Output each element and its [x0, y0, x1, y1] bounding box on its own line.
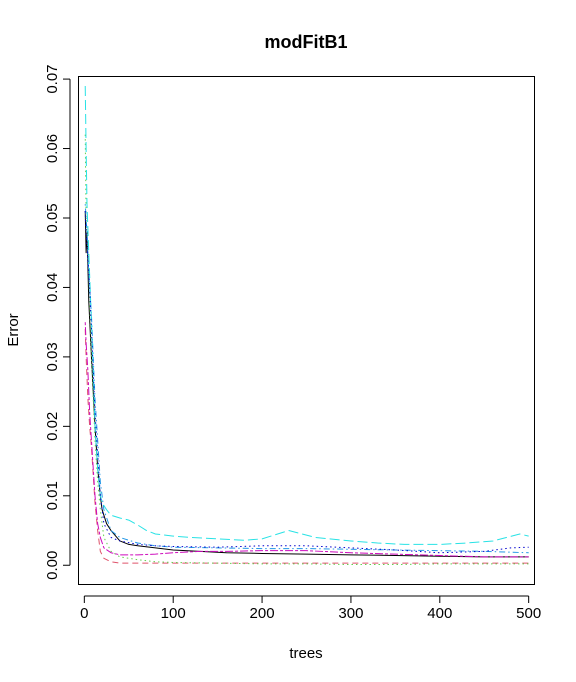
y-tick-label: 0.01 — [44, 481, 61, 510]
series-line-6 — [84, 322, 529, 558]
series-line-5 — [84, 86, 529, 545]
plot-frame — [78, 76, 535, 585]
y-tick-label: 0.07 — [44, 64, 61, 93]
x-tick-label: 200 — [250, 605, 275, 622]
chart-title: modFitB1 — [265, 32, 348, 52]
y-axis: 0.00 0.01 0.02 0.03 0.04 0.05 0.06 0.07 — [44, 64, 71, 580]
series-layer — [84, 86, 529, 566]
y-axis-label: Error — [5, 313, 22, 346]
y-tick-label: 0.00 — [44, 551, 61, 580]
x-tick-label: 400 — [427, 605, 452, 622]
x-tick-label: 500 — [516, 605, 541, 622]
series-line-4 — [84, 204, 529, 554]
y-tick-label: 0.04 — [44, 273, 61, 302]
x-axis: 0 100 200 300 400 500 — [80, 595, 541, 622]
y-tick-label: 0.02 — [44, 412, 61, 441]
series-line-2 — [84, 329, 529, 564]
x-tick-label: 100 — [161, 605, 186, 622]
y-tick-label: 0.03 — [44, 342, 61, 371]
x-tick-label: 300 — [338, 605, 363, 622]
y-tick-label: 0.05 — [44, 203, 61, 232]
x-tick-label: 0 — [80, 605, 88, 622]
x-axis-label: trees — [289, 645, 322, 662]
series-line-1 — [84, 211, 529, 558]
series-line-7 — [84, 211, 529, 554]
y-tick-label: 0.06 — [44, 134, 61, 163]
